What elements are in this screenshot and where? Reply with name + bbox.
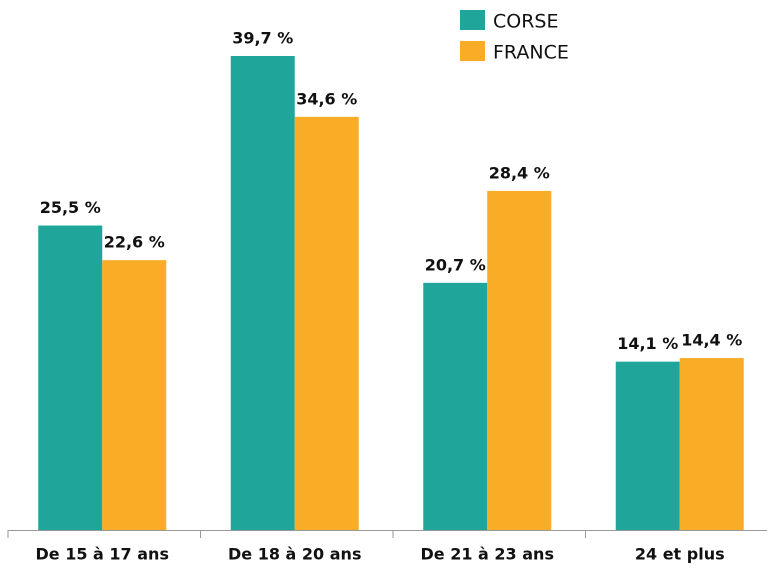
value-label: 14,1 % xyxy=(617,334,678,353)
bar xyxy=(38,225,103,530)
legend-swatch xyxy=(460,10,485,30)
legend-label: FRANCE xyxy=(493,42,569,64)
value-label: 25,5 % xyxy=(40,198,101,217)
value-label: 28,4 % xyxy=(489,163,550,182)
legend-swatch xyxy=(460,41,485,61)
legend-label: CORSE xyxy=(493,11,559,33)
value-label: 34,6 % xyxy=(296,89,357,108)
value-label: 20,7 % xyxy=(425,255,486,274)
x-tick-label: 24 et plus xyxy=(635,545,725,564)
bar xyxy=(487,190,552,531)
bar xyxy=(294,116,359,530)
value-label: 39,7 % xyxy=(232,28,293,47)
bar xyxy=(679,358,744,530)
value-label: 22,6 % xyxy=(104,233,165,252)
bar xyxy=(615,361,680,530)
x-tick-label: De 15 à 17 ans xyxy=(36,545,169,564)
value-label: 14,4 % xyxy=(681,331,742,350)
bar xyxy=(230,55,295,531)
x-tick-label: De 18 à 20 ans xyxy=(228,545,361,564)
bar xyxy=(102,260,167,530)
bar xyxy=(423,282,488,530)
x-tick-label: De 21 à 23 ans xyxy=(421,545,554,564)
